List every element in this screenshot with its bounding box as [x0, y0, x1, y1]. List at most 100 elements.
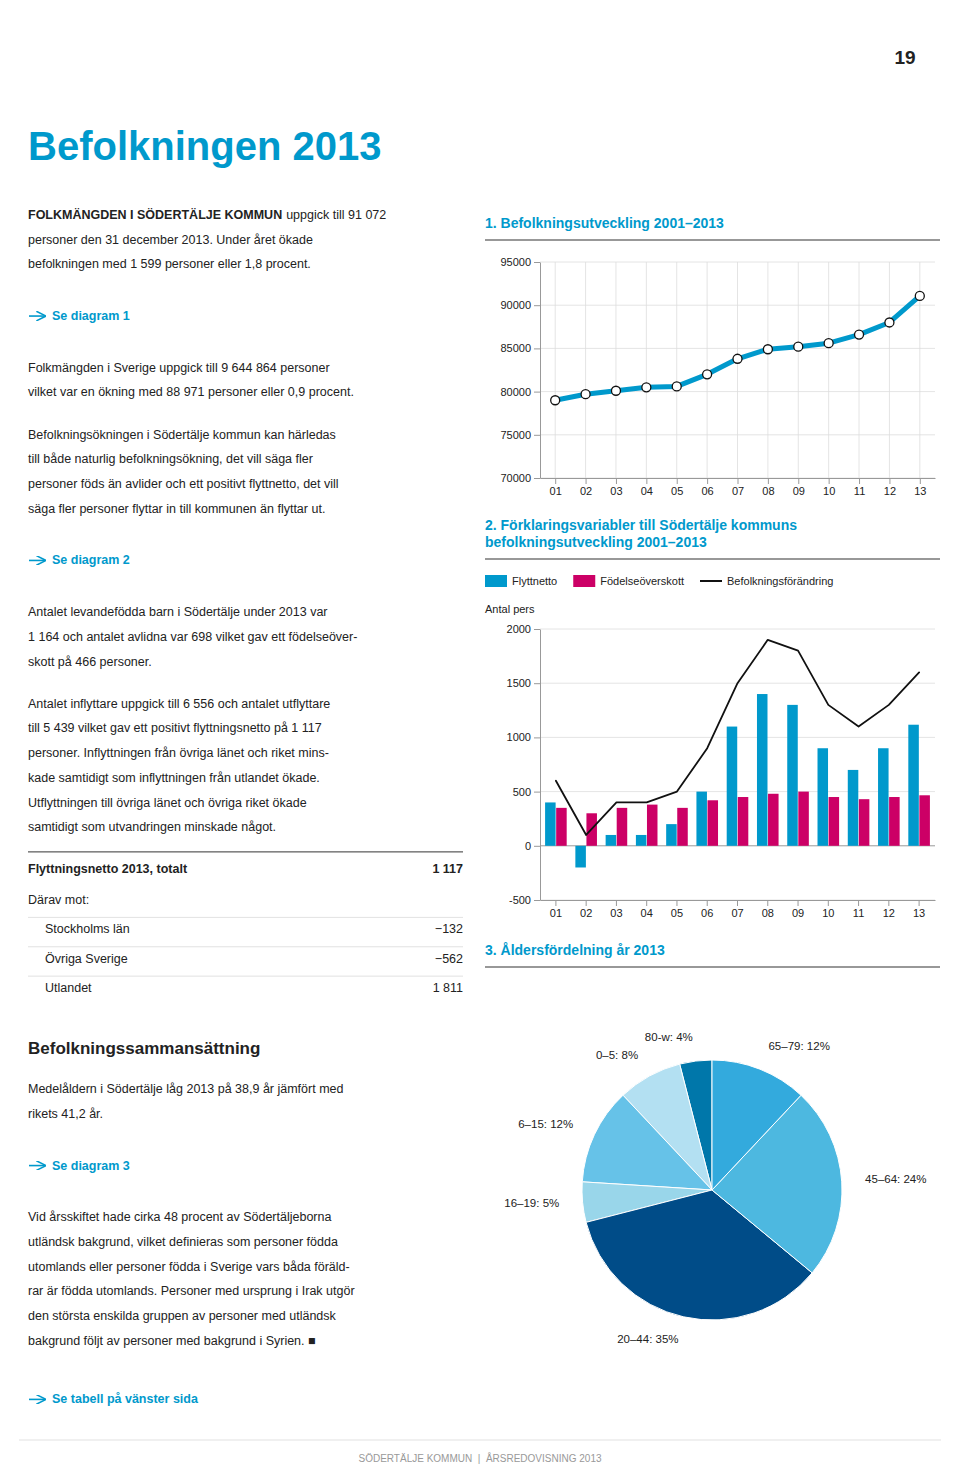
- bar: [677, 808, 688, 846]
- x-axis: 01020304050607080910111213: [541, 478, 936, 497]
- background: [0, 0, 960, 1478]
- bar: [708, 800, 719, 846]
- x-tick-mark: [920, 478, 921, 484]
- intro-bold: FOLKMÄNGDEN I SÖDERTÄLJE KOMMUN: [28, 207, 282, 222]
- x-tick-label: 11: [853, 907, 864, 919]
- chart-bar: 2. Förklaringsvariabler till Södertälje …: [485, 517, 940, 919]
- bar: [666, 824, 677, 846]
- body-text: utländsk bakgrund, vilket definieras som…: [28, 1235, 338, 1249]
- y-tick-label: 1500: [507, 677, 531, 689]
- link-arrow: [29, 1165, 45, 1167]
- y-tick-label: 75000: [500, 429, 531, 441]
- x-tick-label: 10: [822, 907, 834, 919]
- plot-area: [551, 291, 925, 404]
- body-text: rar är födda utomlands. Personer med urs…: [28, 1284, 355, 1298]
- x-tick: 05: [671, 900, 683, 919]
- y-tick-label: 1000: [507, 731, 531, 743]
- y-tick: 1500: [507, 677, 540, 689]
- x-tick-label: 13: [913, 907, 925, 919]
- x-tick-label: 09: [792, 907, 804, 919]
- y-tick: 70000: [500, 472, 540, 484]
- bar: [647, 805, 658, 846]
- x-tick-label: 07: [732, 485, 744, 497]
- x-tick-label: 07: [731, 907, 743, 919]
- x-grid-line: [737, 262, 738, 478]
- x-tick-label: 08: [762, 907, 774, 919]
- y-tick-label: 0: [525, 840, 531, 852]
- bar: [818, 748, 829, 846]
- table-row-rule: [28, 917, 463, 918]
- x-grid-line: [859, 262, 860, 478]
- bar: [787, 705, 798, 846]
- x-tick: 09: [793, 478, 805, 497]
- bar: [636, 835, 647, 846]
- x-tick: 12: [883, 900, 895, 919]
- legend-label: Flyttnetto: [512, 575, 557, 587]
- x-tick-label: 05: [671, 485, 683, 497]
- point: [915, 291, 924, 300]
- bar: [848, 770, 859, 846]
- x-grid-line: [889, 262, 890, 478]
- body-text: personer föds än avlider och ett positiv…: [28, 477, 339, 491]
- x-tick-mark: [677, 478, 678, 484]
- body-text: Vid årsskiftet hade cirka 48 procent av …: [28, 1210, 331, 1224]
- x-axis: 01020304050607080910111213: [541, 900, 936, 919]
- point: [763, 345, 772, 354]
- grid: [540, 262, 935, 478]
- y-tick-mark: [534, 305, 540, 306]
- y-grid-line: [540, 845, 935, 846]
- body-text: uppgick till 91 072: [286, 208, 386, 222]
- table-row-label: Stockholms län: [45, 922, 130, 936]
- x-tick: 01: [550, 900, 562, 919]
- x-tick-label: 11: [854, 485, 865, 497]
- x-tick-mark: [555, 478, 556, 484]
- x-tick-mark: [798, 478, 799, 484]
- pie-slice: [712, 1060, 801, 1190]
- point: [551, 396, 560, 405]
- x-tick-mark: [767, 900, 768, 906]
- x-tick: 09: [792, 900, 804, 919]
- y-tick-mark: [534, 478, 540, 479]
- x-tick-label: 13: [914, 485, 926, 497]
- point: [733, 354, 742, 363]
- body-text: till 5 439 vilket gav ett positivt flytt…: [28, 721, 322, 735]
- x-tick-label: 01: [550, 485, 562, 497]
- pie-label: 80-w: 4%: [645, 1031, 693, 1043]
- x-grid-line: [828, 262, 829, 478]
- x-tick: 02: [580, 478, 592, 497]
- x-tick-label: 09: [793, 485, 805, 497]
- body-text: rikets 41,2 år.: [28, 1107, 103, 1121]
- legend-swatch: [485, 575, 507, 587]
- title-line: befolkningsutveckling 2001–2013: [485, 534, 707, 550]
- title-rule: [485, 558, 940, 559]
- body-text: personer den 31 december 2013. Under åre…: [28, 233, 313, 247]
- footer: SÖDERTÄLJE KOMMUN | ÅRSREDOVISNING 2013: [358, 1452, 601, 1464]
- bar: [889, 797, 900, 846]
- body-text: skott på 466 personer.: [28, 655, 152, 669]
- body-text: den största enskilda gruppen av personer…: [28, 1309, 337, 1323]
- y-axis-line: [540, 630, 541, 901]
- y-axis: 700007500080000850009000095000: [500, 256, 540, 484]
- body-text: befolkningen med 1 599 personer eller 1,…: [28, 257, 311, 271]
- table-value: 1 117: [432, 862, 463, 876]
- x-tick: 06: [701, 478, 713, 497]
- bar: [878, 748, 889, 846]
- y-tick-label: 90000: [500, 299, 531, 311]
- point: [672, 382, 681, 391]
- x-tick-mark: [858, 900, 859, 906]
- pie-label: 20–44: 35%: [617, 1333, 678, 1345]
- legend-label: Befolkningsförändring: [727, 575, 833, 587]
- y-tick-mark: [534, 392, 540, 393]
- bar: [545, 802, 556, 845]
- bar: [606, 835, 617, 846]
- page-number: 19: [894, 47, 915, 68]
- x-tick-label: 02: [580, 907, 592, 919]
- grid: [540, 629, 935, 900]
- body-text: samtidigt som utvandringen minskade någo…: [28, 820, 276, 834]
- table-value: 1 811: [433, 981, 463, 995]
- y-tick-label: 95000: [500, 256, 531, 268]
- link-arrow: [29, 1399, 45, 1401]
- body-text: Medelåldern i Södertälje låg 2013 på 38,…: [28, 1082, 344, 1096]
- y-tick: 75000: [500, 429, 540, 441]
- y-tick-mark: [534, 900, 540, 901]
